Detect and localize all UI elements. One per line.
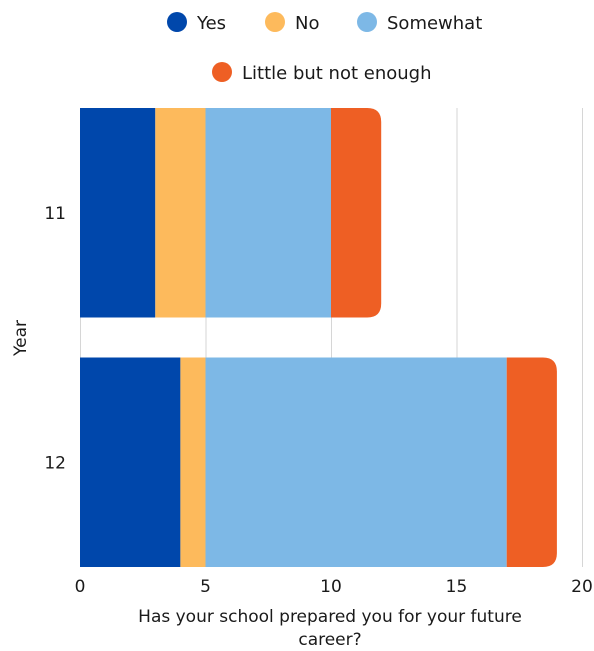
- legend-swatch-no: [265, 12, 285, 32]
- legend-label-yes: Yes: [196, 13, 226, 34]
- bar-year-11-yes: [80, 108, 156, 318]
- y-axis-label: Year: [11, 320, 31, 357]
- legend-swatch-somewhat: [357, 12, 377, 32]
- y-tick-label-12: 12: [44, 453, 66, 473]
- bar-year-12-yes: [80, 357, 181, 567]
- legend: Yes No Somewhat Little but not enough: [167, 12, 482, 84]
- y-axis-ticks: 11 12: [44, 204, 66, 474]
- legend-label-no: No: [295, 13, 319, 34]
- x-tick-label-0: 0: [75, 577, 86, 597]
- y-tick-label-11: 11: [44, 204, 66, 224]
- x-tick-label-5: 5: [200, 577, 211, 597]
- legend-swatch-little-but-not-enough: [212, 62, 232, 82]
- bar-year-12-somewhat: [205, 357, 507, 567]
- x-axis-ticks: 0 5 10 15 20: [75, 577, 593, 597]
- x-tick-label-15: 15: [446, 577, 468, 597]
- legend-label-little-but-not-enough: Little but not enough: [242, 63, 432, 84]
- legend-item-no: No: [265, 12, 319, 34]
- legend-item-somewhat: Somewhat: [357, 12, 482, 34]
- legend-swatch-yes: [167, 12, 187, 32]
- bar-year-11-no: [155, 108, 206, 318]
- legend-item-yes: Yes: [167, 12, 226, 34]
- axis-labels: Year Has your school prepared you for yo…: [11, 320, 522, 650]
- bar-year-11-little-but-not-enough: [331, 108, 382, 318]
- x-axis-label: Has your school prepared you for your fu…: [138, 607, 522, 650]
- legend-label-somewhat: Somewhat: [387, 13, 482, 34]
- bar-year-12-no: [180, 357, 206, 567]
- x-tick-label-10: 10: [320, 577, 342, 597]
- bar-year-11-somewhat: [205, 108, 331, 318]
- bar-year-12-little-but-not-enough: [506, 357, 557, 567]
- legend-item-little-but-not-enough: Little but not enough: [212, 62, 432, 84]
- bars: [80, 108, 557, 567]
- x-tick-label-20: 20: [571, 577, 593, 597]
